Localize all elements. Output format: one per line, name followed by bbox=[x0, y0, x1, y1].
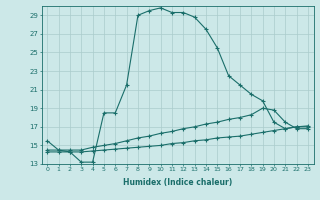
X-axis label: Humidex (Indice chaleur): Humidex (Indice chaleur) bbox=[123, 178, 232, 187]
